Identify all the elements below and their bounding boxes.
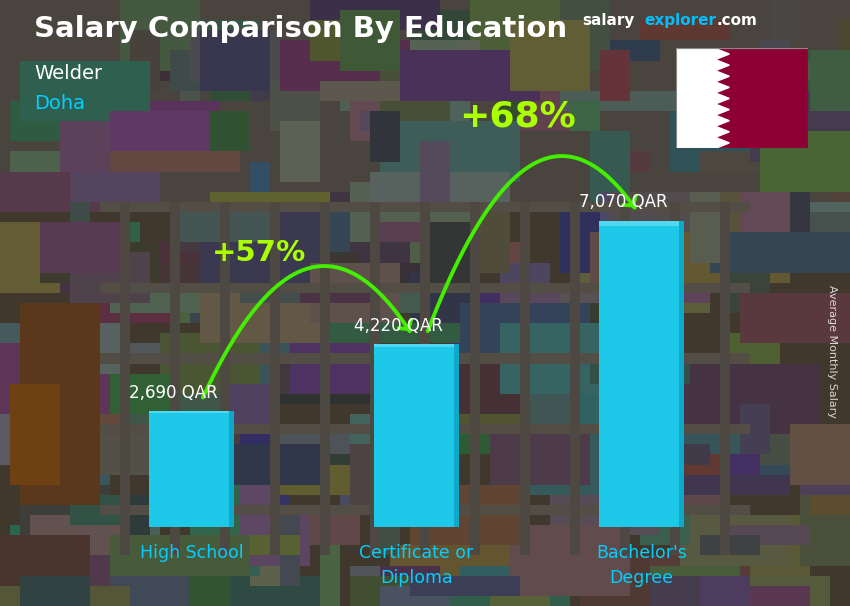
- Bar: [374, 344, 454, 347]
- Text: Salary Comparison By Education: Salary Comparison By Education: [34, 15, 567, 43]
- Text: +68%: +68%: [459, 99, 576, 133]
- Text: 2,690 QAR: 2,690 QAR: [129, 384, 218, 402]
- Text: 4,220 QAR: 4,220 QAR: [354, 318, 443, 336]
- Bar: [149, 410, 230, 413]
- Text: Average Monthly Salary: Average Monthly Salary: [827, 285, 837, 418]
- Bar: [149, 410, 230, 527]
- Text: Welder: Welder: [34, 64, 102, 82]
- Text: Doha: Doha: [34, 94, 85, 113]
- Bar: [374, 344, 454, 527]
- Text: salary: salary: [582, 13, 635, 28]
- Bar: [230, 410, 235, 527]
- Text: 7,070 QAR: 7,070 QAR: [579, 193, 667, 211]
- Bar: [454, 344, 459, 527]
- Polygon shape: [676, 48, 729, 148]
- Text: explorer: explorer: [644, 13, 717, 28]
- Bar: [679, 221, 684, 527]
- Text: .com: .com: [717, 13, 757, 28]
- Bar: [676, 48, 715, 148]
- Bar: [598, 221, 679, 527]
- Bar: [598, 221, 679, 226]
- Text: +57%: +57%: [212, 239, 306, 267]
- Bar: [715, 48, 808, 148]
